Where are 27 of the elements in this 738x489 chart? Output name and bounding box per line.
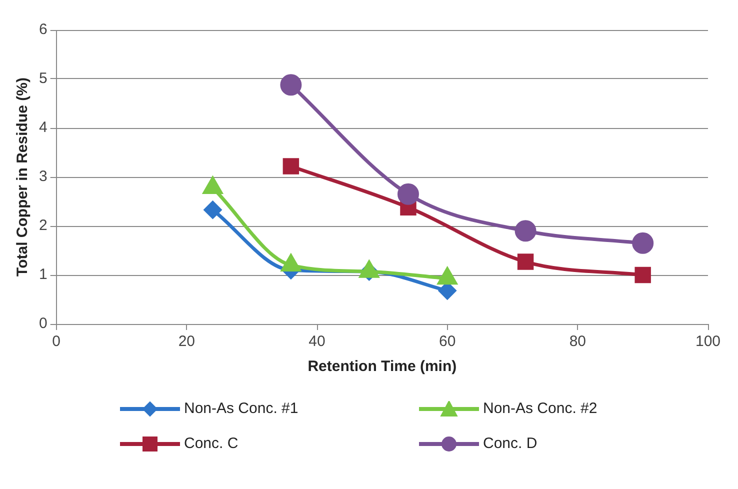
legend-label: Non-As Conc. #2 <box>483 400 598 417</box>
y-tick-label: 2 <box>39 217 48 234</box>
legend-label: Conc. D <box>483 435 538 452</box>
x-tick-label: 0 <box>52 333 61 350</box>
point <box>204 201 222 219</box>
x-tick-label: 20 <box>178 333 196 350</box>
legend-label: Non-As Conc. #1 <box>184 400 298 417</box>
x-axis-title: Retention Time (min) <box>308 358 457 376</box>
point <box>632 232 654 254</box>
x-tick-label: 80 <box>569 333 586 350</box>
y-tick-label: 5 <box>39 70 48 88</box>
point <box>280 74 302 96</box>
point <box>282 158 300 174</box>
y-axis-title: Total Copper in Residue (%) <box>14 78 32 276</box>
x-tick-label: 100 <box>695 333 721 350</box>
y-tick-label: 3 <box>39 168 48 186</box>
point <box>634 266 651 284</box>
y-tick-label: 0 <box>39 315 48 332</box>
point <box>514 220 536 242</box>
y-tick-label: 6 <box>39 21 48 38</box>
x-tick-label: 60 <box>438 333 456 350</box>
y-tick-label: 4 <box>39 119 48 136</box>
y-tick-label: 1 <box>39 266 48 284</box>
x-tick-label: 40 <box>308 333 326 350</box>
point <box>517 254 534 270</box>
legend-label: Conc. C <box>184 435 238 452</box>
point <box>397 183 419 205</box>
